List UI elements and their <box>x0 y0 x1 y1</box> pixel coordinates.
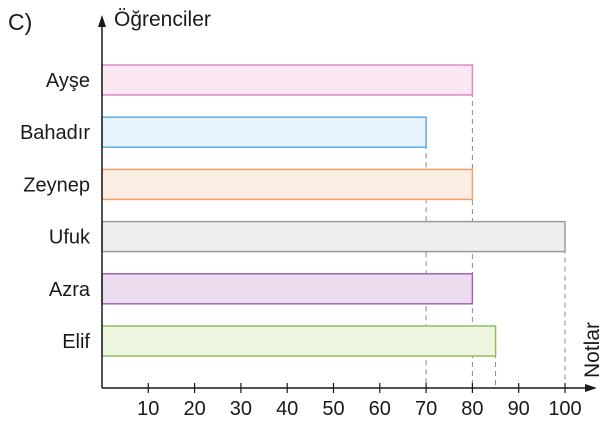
x-tick-label: 70 <box>415 398 437 420</box>
category-label-azra: Azra <box>49 279 91 301</box>
option-label: C) <box>8 9 32 35</box>
bar-ufuk <box>101 220 566 253</box>
x-tick-label: 30 <box>230 398 252 420</box>
y-axis-arrow-icon <box>98 15 106 27</box>
x-tick-label: 50 <box>322 398 344 420</box>
x-tick-label: 60 <box>369 398 391 420</box>
x-tick-label: 80 <box>461 398 483 420</box>
x-tick-label: 20 <box>183 398 205 420</box>
category-label-ay-e: Ayşe <box>46 70 90 92</box>
category-label-bahad-r: Bahadır <box>20 122 90 144</box>
bars <box>101 64 566 357</box>
y-axis-title: Öğrenciler <box>114 8 211 31</box>
category-label-zeynep: Zeynep <box>23 174 90 196</box>
x-axis-arrow-icon <box>585 384 597 392</box>
x-tick-label: 100 <box>548 398 581 420</box>
x-ticks: 10 20 30 40 50 60 70 80 90 100 <box>137 383 582 420</box>
category-label-elif: Elif <box>62 331 90 353</box>
bar-elif <box>101 325 497 357</box>
x-tick-label: 90 <box>508 398 530 420</box>
category-label-ufuk: Ufuk <box>49 227 91 249</box>
category-labels: Ayşe Bahadır Zeynep Ufuk Azra Elif <box>20 70 91 353</box>
bar-bahad-r <box>101 116 427 148</box>
x-tick-label: 40 <box>276 398 298 420</box>
x-axis-title: Notlar <box>581 322 600 378</box>
x-tick-label: 10 <box>137 398 159 420</box>
bar-azra <box>101 273 474 305</box>
bar-ay-e <box>101 64 474 96</box>
bar-zeynep <box>101 168 474 201</box>
